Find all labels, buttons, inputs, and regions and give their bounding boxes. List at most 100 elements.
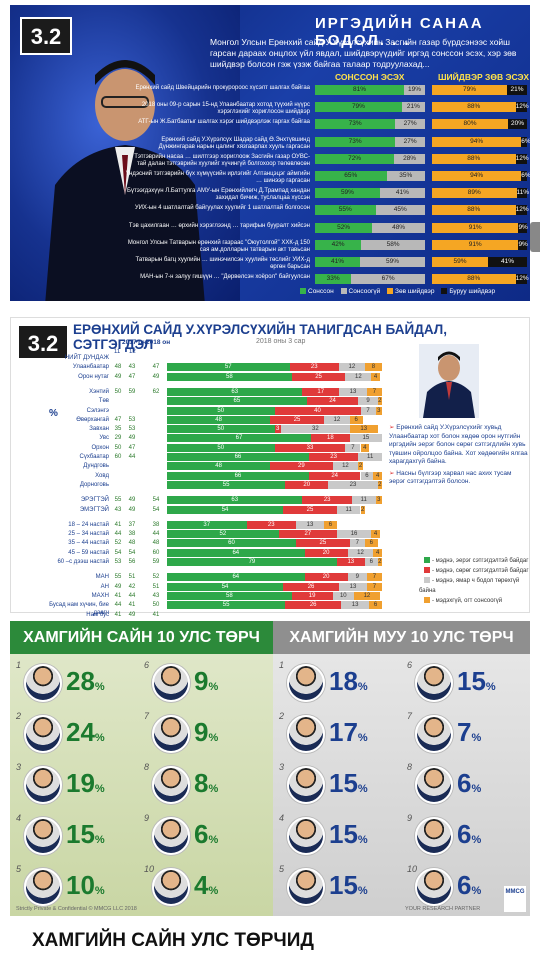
- value-2018: 60: [152, 549, 160, 556]
- row-label: 60 –с дээш настай: [57, 559, 109, 565]
- not-heard-bar: 27%: [395, 119, 425, 130]
- recognition-segment: 48: [167, 462, 271, 471]
- row-label: Дундговь: [83, 463, 109, 470]
- politician-photo: [24, 715, 62, 753]
- recognition-segment: 7: [360, 406, 376, 415]
- worst-item: 7 7%: [407, 711, 532, 759]
- vote-percent: 4%: [194, 870, 218, 906]
- recognition-segment: 11: [351, 496, 376, 505]
- value-2017-dec: 53: [128, 426, 136, 433]
- recognition-segment: 37: [167, 520, 247, 529]
- events-panel: 3.2 ИРГЭДИЙН САНАА БОДОЛ. . . Монгол Улс…: [10, 5, 530, 301]
- rank-number: 2: [16, 711, 22, 721]
- recognition-segment: 33: [274, 443, 346, 452]
- politician-photo: [287, 715, 325, 753]
- confidential-footer: Strictly Private & Confidential © MMCG L…: [16, 906, 137, 912]
- recognition-segment: 23: [289, 363, 339, 372]
- event-label: УИХ-ын 4 шатлалтай байгуулах хуулийг 1 ш…: [134, 205, 310, 212]
- vote-percent: 8%: [194, 768, 218, 804]
- worst-item: 6 15%: [407, 660, 532, 708]
- not-heard-bar: 59%: [360, 257, 425, 267]
- wrong-decision-bar: 9%: [518, 222, 528, 233]
- best-item: 4 15%: [16, 813, 141, 861]
- row-label: 25 – 34 настай: [68, 531, 109, 538]
- recognition-segment: 54: [167, 505, 284, 514]
- recognition-segment: 25: [283, 505, 337, 514]
- value-2018: 54: [152, 497, 160, 504]
- value-2017-nov: 47: [114, 416, 122, 423]
- percent-sign: %: [471, 834, 482, 846]
- heard-bar: 42%: [315, 239, 362, 250]
- right-decision-bar: 91%: [432, 222, 519, 233]
- recognition-segment: 6: [364, 539, 378, 548]
- vote-percent: 15%: [329, 768, 368, 804]
- percent-sign: %: [208, 681, 219, 693]
- percent-value: 15: [66, 819, 95, 849]
- heard-column-header: СОНССОН ЭСЭХ: [335, 72, 405, 82]
- best-item: 3 19%: [16, 762, 141, 810]
- panel-title: ИРГЭДИЙН САНАА БОДОЛ. . .: [315, 15, 484, 49]
- vote-percent: 15%: [329, 870, 368, 906]
- recognition-segment: 64: [167, 573, 305, 582]
- politician-photo: [152, 766, 190, 804]
- recognition-segment: 66: [167, 471, 309, 480]
- percent-value: 6: [457, 870, 472, 900]
- heard-bar: 52%: [315, 222, 373, 233]
- row-label: Бусад нам хүчин, бие даагч: [49, 602, 109, 617]
- vote-percent: 6%: [457, 870, 481, 906]
- heard-bar: 65%: [315, 171, 387, 181]
- value-2017-dec: 42: [128, 583, 136, 590]
- value-2018: 54: [152, 506, 160, 513]
- value-2017-nov: 48: [114, 364, 122, 371]
- row-label: Өвөрхангай: [76, 416, 109, 423]
- heard-bar: 55%: [315, 205, 376, 216]
- recognition-segment: 2: [358, 462, 363, 471]
- side-handle[interactable]: [530, 222, 540, 252]
- legend-swatch: [441, 288, 448, 295]
- vote-percent: 15%: [329, 819, 368, 855]
- recognition-segment: 4: [373, 471, 382, 480]
- best-item: 2 24%: [16, 711, 141, 759]
- speaker-photo: [45, 60, 205, 301]
- value-2017-dec: 53: [128, 416, 136, 423]
- recognition-segment: 54: [167, 582, 284, 591]
- recognition-segment: 2: [377, 480, 382, 489]
- year-2018-header: 2018 он: [146, 339, 171, 346]
- rank-number: 9: [144, 813, 150, 823]
- recognition-segment: 12: [354, 591, 380, 600]
- recognition-segment: 23: [246, 520, 296, 529]
- row-label: ЭМЭГТЭЙ: [79, 506, 109, 513]
- recognition-segment: 26: [285, 601, 342, 610]
- rank-number: 3: [279, 762, 285, 772]
- event-label: Монгол Улсын Татварын ерөнхий газраас "О…: [127, 239, 310, 253]
- value-2018: 44: [152, 531, 160, 538]
- vote-percent: 6%: [194, 819, 218, 855]
- right-decision-bar: 59%: [432, 257, 489, 267]
- legend-swatch: [340, 288, 347, 295]
- percent-value: 19: [66, 768, 95, 798]
- wrong-decision-bar: 12%: [515, 274, 529, 285]
- value-2017-dec: 44: [128, 454, 136, 460]
- partner-footer: YOUR RESEARCH PARTNER: [405, 906, 481, 912]
- percent-value: 10: [66, 870, 95, 900]
- right-decision-bar: 94%: [432, 136, 522, 147]
- value-2017-nov: 54: [114, 549, 122, 556]
- recognition-segment: 63: [167, 387, 303, 396]
- percent-axis-label: %: [49, 408, 58, 419]
- recognition-segment: 9: [358, 397, 378, 406]
- next-section-title: ХАМГИЙН САЙН УЛС ТӨРЧИД: [32, 930, 314, 951]
- row-label: Орон нутаг: [78, 373, 109, 380]
- event-label: 2018 оны 09-р сарын 15-нд Улаанбаатар хо…: [141, 102, 310, 116]
- value-2017-nov: 53: [114, 559, 122, 565]
- politician-photo: [415, 664, 453, 702]
- row-label: АН: [100, 583, 109, 590]
- percent-sign: %: [208, 834, 219, 846]
- value-2017-dec: 38: [128, 531, 136, 538]
- portrait-photo: [419, 344, 479, 418]
- recognition-segment: 9: [347, 573, 367, 582]
- row-label: 35 – 44 настай: [68, 540, 109, 547]
- value-2017-dec: 49: [128, 611, 136, 618]
- month-11-header: 11: [114, 349, 121, 355]
- rank-number: 8: [407, 762, 413, 772]
- legend-swatch: [300, 288, 306, 295]
